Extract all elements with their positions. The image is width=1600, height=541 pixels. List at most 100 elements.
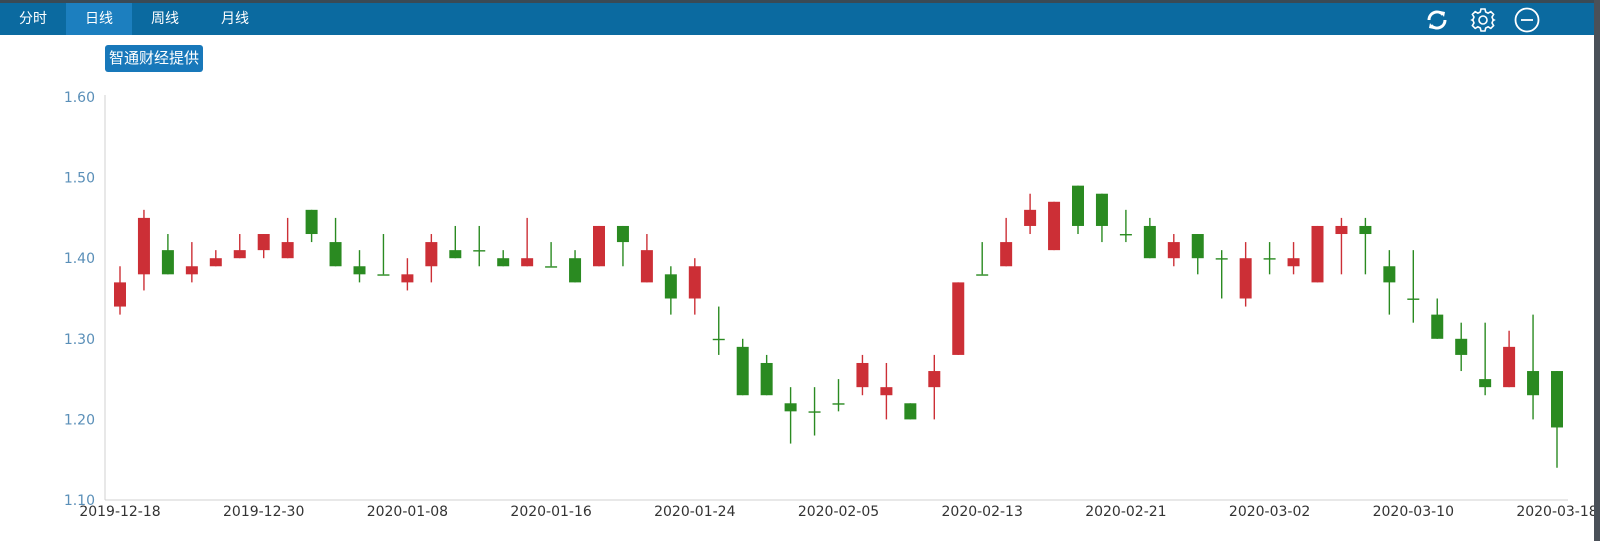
candle-2019-12-30[interactable] — [257, 234, 270, 259]
candle-2020-02-04[interactable] — [808, 387, 821, 436]
candle-2020-02-10[interactable] — [904, 403, 917, 420]
candle-2019-12-31[interactable] — [281, 217, 294, 259]
candle-2020-01-16[interactable] — [545, 242, 558, 268]
x-tick-label: 2020-02-21 — [1085, 504, 1166, 520]
candle-2020-02-13[interactable] — [976, 242, 989, 276]
candle-body — [281, 242, 294, 259]
candle-body — [185, 266, 198, 275]
candle-2020-02-03[interactable] — [784, 387, 797, 444]
candle-body — [1527, 371, 1540, 396]
candle-2020-02-27[interactable] — [1215, 250, 1228, 299]
candle-2020-01-23[interactable] — [664, 266, 677, 315]
candle-2020-02-07[interactable] — [880, 362, 893, 420]
candle-2020-02-17[interactable] — [1024, 193, 1037, 235]
candle-2020-02-24[interactable] — [1143, 217, 1156, 259]
tab-daily[interactable]: 日线 — [66, 3, 132, 35]
tab-weekly[interactable]: 周线 — [151, 11, 179, 27]
candle-2019-12-23[interactable] — [185, 242, 198, 283]
candle-2020-01-03[interactable] — [329, 217, 342, 267]
x-tick-label: 2020-01-08 — [367, 504, 448, 520]
candle-2020-01-06[interactable] — [353, 250, 366, 283]
candle-2020-03-11[interactable] — [1431, 298, 1444, 339]
candle-2020-03-18[interactable] — [1551, 371, 1563, 468]
y-tick-label: 1.30 — [64, 332, 95, 348]
candle-2020-02-25[interactable] — [1167, 234, 1180, 267]
y-tick-label: 1.20 — [64, 412, 95, 428]
candle-2020-03-06[interactable] — [1359, 217, 1372, 275]
candle-2020-01-02[interactable] — [305, 209, 318, 243]
candle-body — [736, 346, 749, 396]
candle-2020-02-19[interactable] — [1072, 185, 1084, 235]
candle-2019-12-19[interactable] — [137, 209, 150, 291]
candle-2020-01-10[interactable] — [449, 225, 462, 259]
candle-body — [1143, 225, 1156, 259]
candle-body — [209, 258, 222, 267]
candle-2020-02-28[interactable] — [1239, 242, 1252, 307]
candle-body — [425, 242, 438, 267]
candle-2019-12-18[interactable] — [114, 266, 126, 315]
candle-body — [1024, 209, 1037, 226]
candle-2020-02-14[interactable] — [1000, 217, 1013, 267]
candle-2020-01-31[interactable] — [760, 354, 773, 396]
tab-intraday[interactable]: 分时 — [19, 11, 47, 27]
candle-2020-01-29[interactable] — [712, 306, 725, 355]
candle-2020-03-03[interactable] — [1287, 242, 1300, 275]
candle-2020-02-26[interactable] — [1191, 234, 1204, 275]
candle-2020-03-05[interactable] — [1335, 217, 1348, 275]
candle-2020-02-05[interactable] — [832, 379, 845, 412]
candle-2020-01-24[interactable] — [688, 258, 701, 315]
candle-2020-01-21[interactable] — [616, 225, 629, 267]
x-tick-label: 2020-01-16 — [510, 504, 591, 520]
candle-2020-02-11[interactable] — [928, 354, 941, 420]
candle-body — [329, 242, 342, 267]
minus-circle-icon[interactable] — [1514, 7, 1540, 33]
candle-2020-01-30[interactable] — [736, 338, 749, 396]
candle-2020-02-12[interactable] — [952, 282, 965, 355]
x-tick-label: 2019-12-18 — [79, 504, 160, 520]
candle-2020-02-20[interactable] — [1095, 193, 1108, 243]
candle-2020-01-22[interactable] — [640, 234, 653, 283]
candle-2020-03-12[interactable] — [1455, 322, 1468, 372]
candle-2020-03-17[interactable] — [1527, 314, 1540, 420]
candle-2019-12-20[interactable] — [161, 234, 174, 275]
candle-body — [497, 258, 510, 267]
candle-2020-03-04[interactable] — [1311, 225, 1324, 283]
candle-body — [928, 371, 941, 388]
candle-2020-01-08[interactable] — [401, 258, 414, 291]
candle-2020-02-06[interactable] — [856, 354, 869, 396]
gear-icon[interactable] — [1470, 7, 1496, 33]
candle-2020-01-15[interactable] — [521, 217, 534, 267]
x-tick-label: 2020-02-13 — [942, 504, 1023, 520]
candle-2020-03-09[interactable] — [1383, 250, 1396, 315]
refresh-icon[interactable] — [1424, 7, 1450, 33]
candle-2020-01-13[interactable] — [473, 225, 486, 267]
candle-2020-03-10[interactable] — [1407, 250, 1420, 323]
candle-body — [1072, 185, 1084, 226]
candle-body — [952, 282, 965, 355]
candle-body — [1263, 258, 1276, 260]
candle-body — [616, 225, 629, 243]
candle-2020-03-13[interactable] — [1479, 322, 1492, 396]
candle-2020-03-16[interactable] — [1503, 330, 1516, 388]
data-provider-badge: 智通财经提供 — [105, 45, 204, 72]
candle-2020-01-17[interactable] — [569, 250, 582, 283]
candle-2020-02-18[interactable] — [1048, 201, 1061, 251]
candle-2020-01-07[interactable] — [377, 234, 390, 276]
candle-body — [114, 282, 126, 307]
y-tick-label: 1.60 — [64, 90, 95, 106]
candle-body — [233, 250, 246, 259]
candle-2019-12-24[interactable] — [209, 250, 222, 267]
candle-2020-02-21[interactable] — [1119, 209, 1132, 243]
candle-2020-01-14[interactable] — [497, 250, 510, 267]
candle-body — [976, 274, 989, 276]
candle-2019-12-27[interactable] — [233, 234, 246, 259]
candle-2020-01-20[interactable] — [593, 225, 605, 267]
candle-body — [664, 274, 677, 299]
candle-body — [161, 250, 174, 275]
y-tick-label: 1.40 — [64, 251, 95, 267]
candle-body — [1551, 371, 1563, 428]
tab-monthly[interactable]: 月线 — [221, 11, 249, 27]
candle-2020-01-09[interactable] — [425, 234, 438, 283]
candle-2020-03-02[interactable] — [1263, 242, 1276, 275]
